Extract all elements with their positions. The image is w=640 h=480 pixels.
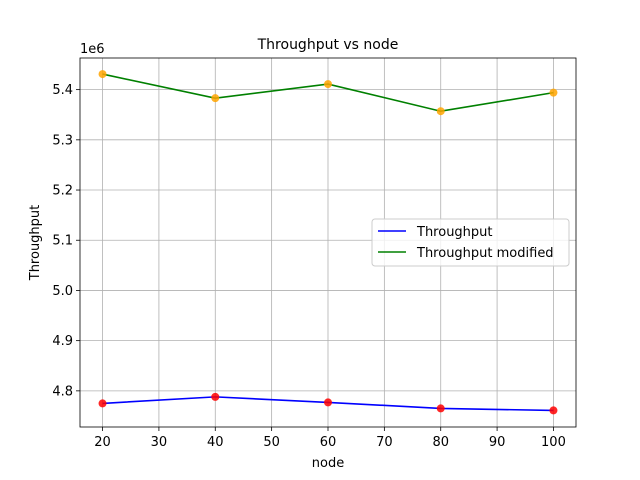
x-tick-label: 70 [376, 435, 393, 450]
y-tick-label: 5.1 [52, 234, 73, 249]
x-tick-label: 50 [263, 435, 280, 450]
y-axis-label: Throughput [28, 205, 43, 282]
y-tick-label: 5.4 [52, 83, 73, 98]
y-tick-label: 5.0 [52, 284, 73, 299]
x-axis-label: node [312, 456, 344, 471]
y-tick-label: 4.8 [52, 384, 73, 399]
data-point-throughput [98, 399, 107, 408]
x-tick-label: 100 [541, 435, 566, 450]
chart-title: Throughput vs node [257, 37, 399, 53]
x-tick-label: 30 [151, 435, 168, 450]
legend-label-throughput-modified: Throughput modified [416, 246, 554, 261]
data-point-throughput-modified [98, 70, 107, 79]
y-axis-multiplier: 1e6 [80, 42, 105, 57]
data-point-throughput-modified [211, 94, 220, 103]
y-tick-label: 4.9 [52, 334, 73, 349]
data-point-throughput-modified [549, 88, 558, 97]
legend: Throughput Throughput modified [371, 218, 570, 267]
y-tick-label: 5.3 [52, 133, 73, 148]
y-tick-label: 5.2 [52, 184, 73, 199]
data-point-throughput-modified [324, 80, 332, 89]
x-tick-label: 90 [489, 435, 506, 450]
data-point-throughput [324, 398, 332, 407]
x-tick-label: 60 [320, 435, 337, 450]
legend-box [371, 218, 570, 267]
data-point-throughput [211, 392, 220, 401]
data-point-throughput [436, 404, 445, 413]
x-tick-label: 40 [207, 435, 224, 450]
data-point-throughput [549, 406, 558, 415]
data-point-throughput-modified [436, 107, 445, 116]
x-tick-label: 20 [94, 435, 111, 450]
x-tick-label: 80 [432, 435, 449, 450]
series-layer [98, 70, 558, 415]
ticks: 20 30 40 50 60 70 80 90 100 4.8 4.9 5.0 5.1 5.2 5.3 5.4 [52, 83, 566, 450]
legend-label-throughput: Throughput [416, 225, 493, 240]
